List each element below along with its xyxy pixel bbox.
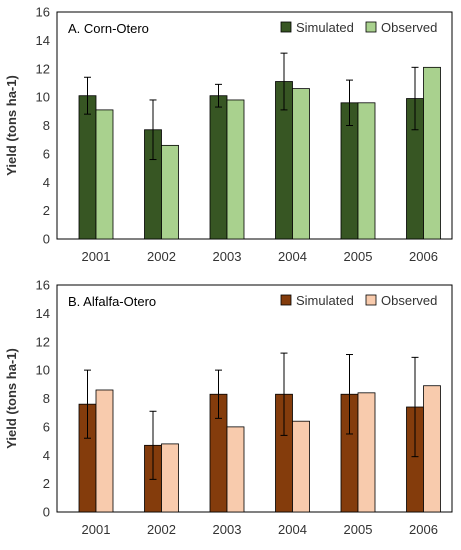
panel-a-x-tick-label: 2004 (278, 249, 307, 264)
panel-b-frame (56, 284, 453, 513)
panel-a-bar-observed (423, 66, 441, 240)
panel-a-y-tick-label: 4 (43, 175, 50, 190)
panel-a-x-tick-label: 2002 (147, 249, 176, 264)
panel-a-frame (56, 11, 453, 240)
panel-a-x-tick-label: 2001 (82, 249, 111, 264)
panel-a-bar-observed (95, 109, 114, 240)
panel-b-y-tick-label: 4 (43, 448, 50, 463)
panel-a-y-tick-label: 16 (36, 5, 50, 20)
panel-a-bar-simulated (78, 95, 97, 240)
panel-a-y-axis-label: Yield (tons ha-1) (4, 75, 19, 176)
panel-b-x-tick-label: 2001 (82, 522, 111, 537)
panel-b-bar-observed (226, 426, 245, 513)
panel-a-x-tick-label: 2005 (344, 249, 373, 264)
panel-a-x-tick-label: 2003 (213, 249, 242, 264)
panel-b-y-tick-label: 8 (43, 391, 50, 406)
panel-a-bar-observed (292, 88, 310, 240)
panel-b-title: B. Alfalfa-Otero (68, 294, 156, 309)
panel-b-bar-observed (423, 385, 441, 513)
panel-b-y-tick-label: 2 (43, 476, 50, 491)
panel-a-y-tick-label: 0 (43, 232, 50, 247)
panel-a-title: A. Corn-Otero (68, 21, 149, 36)
panel-b-x-tick-label: 2002 (147, 522, 176, 537)
panel-a-y-tick-label: 12 (36, 61, 50, 76)
panel-a-y-tick-label: 10 (36, 90, 50, 105)
panel-b-legend-swatch-observed (365, 294, 377, 306)
panel-b-bar-observed (292, 420, 310, 513)
panel-a-legend-label-observed: Observed (381, 20, 437, 35)
panel-b-legend-label-observed: Observed (381, 293, 437, 308)
panel-a-y-tick-label: 2 (43, 203, 50, 218)
panel-b-bar-observed (95, 389, 114, 513)
panel-b-x-tick-label: 2003 (213, 522, 242, 537)
panel-b-legend-swatch-simulated (280, 294, 292, 306)
panel-a-bar-simulated (209, 95, 228, 240)
panel-b-bar-observed (357, 392, 376, 513)
panel-a-y-tick-label: 14 (36, 33, 50, 48)
panel-b-bar-observed (161, 443, 179, 513)
panel-b-y-tick-label: 10 (36, 363, 50, 378)
panel-b-y-tick-label: 0 (43, 505, 50, 520)
panel-a-bar-observed (161, 144, 179, 240)
panel-a-legend-label-simulated: Simulated (296, 20, 354, 35)
panel-a-y-tick-label: 8 (43, 118, 50, 133)
panel-b-x-tick-label: 2006 (409, 522, 438, 537)
panel-b-y-tick-label: 12 (36, 334, 50, 349)
panel-a-bar-observed (357, 102, 376, 240)
panel-a-legend-swatch-simulated (280, 21, 292, 33)
panel-b-y-tick-label: 14 (36, 306, 50, 321)
panel-b-x-tick-label: 2005 (344, 522, 373, 537)
panel-b-legend-label-simulated: Simulated (296, 293, 354, 308)
panel-b-x-tick-label: 2004 (278, 522, 307, 537)
panel-a-y-tick-label: 6 (43, 146, 50, 161)
panel-a-x-tick-label: 2006 (409, 249, 438, 264)
panel-b-y-tick-label: 6 (43, 419, 50, 434)
panel-b-y-tick-label: 16 (36, 278, 50, 293)
panel-b-y-axis-label: Yield (tons ha-1) (4, 348, 19, 449)
panel-a-legend-swatch-observed (365, 21, 377, 33)
panel-a-bar-observed (226, 99, 245, 240)
